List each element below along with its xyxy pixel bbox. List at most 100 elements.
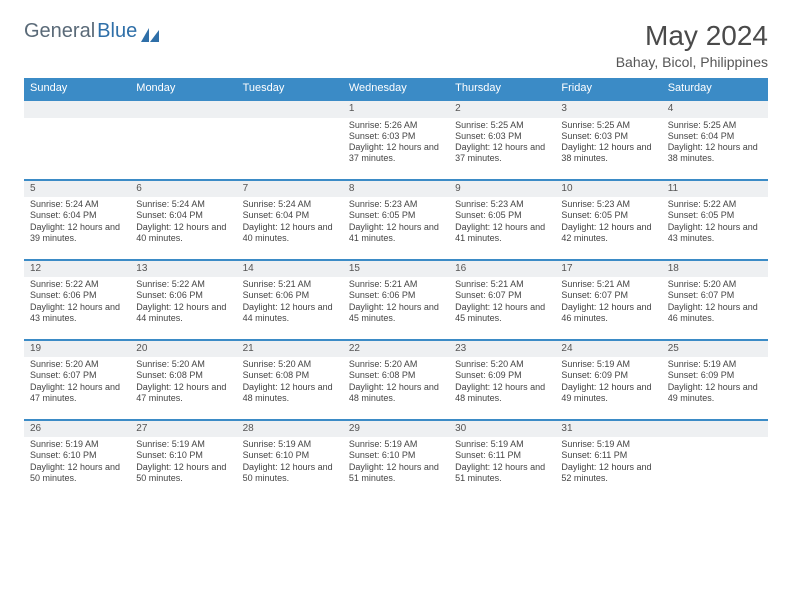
sunrise-line: Sunrise: 5:24 AM <box>243 199 337 210</box>
daylight-line: Daylight: 12 hours and 40 minutes. <box>136 222 230 245</box>
day-details: Sunrise: 5:22 AMSunset: 6:05 PMDaylight:… <box>662 197 768 248</box>
sunset-line: Sunset: 6:09 PM <box>561 370 655 381</box>
page-subtitle: Bahay, Bicol, Philippines <box>616 54 768 70</box>
daylight-line: Daylight: 12 hours and 39 minutes. <box>30 222 124 245</box>
sunrise-line: Sunrise: 5:19 AM <box>30 439 124 450</box>
sunset-line: Sunset: 6:04 PM <box>30 210 124 221</box>
sunset-line: Sunset: 6:04 PM <box>136 210 230 221</box>
calendar-cell: 8Sunrise: 5:23 AMSunset: 6:05 PMDaylight… <box>343 179 449 259</box>
daylight-line: Daylight: 12 hours and 50 minutes. <box>30 462 124 485</box>
daylight-line: Daylight: 12 hours and 48 minutes. <box>455 382 549 405</box>
sunrise-line: Sunrise: 5:19 AM <box>243 439 337 450</box>
day-number: 6 <box>130 180 236 198</box>
calendar-cell <box>24 99 130 179</box>
sunset-line: Sunset: 6:07 PM <box>30 370 124 381</box>
calendar-cell: 11Sunrise: 5:22 AMSunset: 6:05 PMDayligh… <box>662 179 768 259</box>
day-number: 16 <box>449 260 555 278</box>
day-number: 31 <box>555 420 661 438</box>
daylight-line: Daylight: 12 hours and 38 minutes. <box>561 142 655 165</box>
day-number: 18 <box>662 260 768 278</box>
day-number-empty <box>24 100 130 118</box>
day-number: 29 <box>343 420 449 438</box>
calendar-cell: 6Sunrise: 5:24 AMSunset: 6:04 PMDaylight… <box>130 179 236 259</box>
day-number: 28 <box>237 420 343 438</box>
sunrise-line: Sunrise: 5:22 AM <box>668 199 762 210</box>
daylight-line: Daylight: 12 hours and 49 minutes. <box>668 382 762 405</box>
calendar-row: 12Sunrise: 5:22 AMSunset: 6:06 PMDayligh… <box>24 259 768 339</box>
calendar-cell: 15Sunrise: 5:21 AMSunset: 6:06 PMDayligh… <box>343 259 449 339</box>
day-number: 9 <box>449 180 555 198</box>
sunset-line: Sunset: 6:06 PM <box>243 290 337 301</box>
day-details: Sunrise: 5:19 AMSunset: 6:09 PMDaylight:… <box>555 357 661 408</box>
sunrise-line: Sunrise: 5:20 AM <box>455 359 549 370</box>
day-number: 19 <box>24 340 130 358</box>
sunset-line: Sunset: 6:10 PM <box>136 450 230 461</box>
sunset-line: Sunset: 6:08 PM <box>136 370 230 381</box>
daylight-line: Daylight: 12 hours and 38 minutes. <box>668 142 762 165</box>
sunrise-line: Sunrise: 5:21 AM <box>455 279 549 290</box>
day-details: Sunrise: 5:19 AMSunset: 6:11 PMDaylight:… <box>555 437 661 488</box>
sunrise-line: Sunrise: 5:23 AM <box>455 199 549 210</box>
sunset-line: Sunset: 6:06 PM <box>30 290 124 301</box>
day-details: Sunrise: 5:24 AMSunset: 6:04 PMDaylight:… <box>130 197 236 248</box>
day-details: Sunrise: 5:19 AMSunset: 6:11 PMDaylight:… <box>449 437 555 488</box>
calendar-cell: 28Sunrise: 5:19 AMSunset: 6:10 PMDayligh… <box>237 419 343 499</box>
sunset-line: Sunset: 6:09 PM <box>668 370 762 381</box>
day-details: Sunrise: 5:19 AMSunset: 6:09 PMDaylight:… <box>662 357 768 408</box>
day-number: 8 <box>343 180 449 198</box>
weekday-header: Sunday <box>24 78 130 99</box>
calendar-cell: 3Sunrise: 5:25 AMSunset: 6:03 PMDaylight… <box>555 99 661 179</box>
logo: GeneralBlue <box>24 20 159 43</box>
logo-text-blue: Blue <box>97 20 137 43</box>
sunset-line: Sunset: 6:08 PM <box>243 370 337 381</box>
day-number: 24 <box>555 340 661 358</box>
calendar-cell: 30Sunrise: 5:19 AMSunset: 6:11 PMDayligh… <box>449 419 555 499</box>
calendar-cell: 21Sunrise: 5:20 AMSunset: 6:08 PMDayligh… <box>237 339 343 419</box>
day-details: Sunrise: 5:20 AMSunset: 6:08 PMDaylight:… <box>130 357 236 408</box>
sunset-line: Sunset: 6:11 PM <box>561 450 655 461</box>
calendar-cell: 29Sunrise: 5:19 AMSunset: 6:10 PMDayligh… <box>343 419 449 499</box>
sunrise-line: Sunrise: 5:22 AM <box>136 279 230 290</box>
weekday-header: Thursday <box>449 78 555 99</box>
sunrise-line: Sunrise: 5:20 AM <box>30 359 124 370</box>
calendar-row: 1Sunrise: 5:26 AMSunset: 6:03 PMDaylight… <box>24 99 768 179</box>
calendar-cell: 2Sunrise: 5:25 AMSunset: 6:03 PMDaylight… <box>449 99 555 179</box>
sunset-line: Sunset: 6:09 PM <box>455 370 549 381</box>
weekday-header: Wednesday <box>343 78 449 99</box>
day-details: Sunrise: 5:23 AMSunset: 6:05 PMDaylight:… <box>555 197 661 248</box>
sunrise-line: Sunrise: 5:23 AM <box>349 199 443 210</box>
calendar-cell: 22Sunrise: 5:20 AMSunset: 6:08 PMDayligh… <box>343 339 449 419</box>
daylight-line: Daylight: 12 hours and 41 minutes. <box>455 222 549 245</box>
sunrise-line: Sunrise: 5:26 AM <box>349 120 443 131</box>
calendar-cell: 20Sunrise: 5:20 AMSunset: 6:08 PMDayligh… <box>130 339 236 419</box>
daylight-line: Daylight: 12 hours and 51 minutes. <box>349 462 443 485</box>
daylight-line: Daylight: 12 hours and 37 minutes. <box>349 142 443 165</box>
day-number: 1 <box>343 100 449 118</box>
sunrise-line: Sunrise: 5:20 AM <box>243 359 337 370</box>
day-details: Sunrise: 5:20 AMSunset: 6:08 PMDaylight:… <box>237 357 343 408</box>
calendar-row: 19Sunrise: 5:20 AMSunset: 6:07 PMDayligh… <box>24 339 768 419</box>
weekday-header: Monday <box>130 78 236 99</box>
day-details: Sunrise: 5:20 AMSunset: 6:07 PMDaylight:… <box>24 357 130 408</box>
day-details: Sunrise: 5:19 AMSunset: 6:10 PMDaylight:… <box>130 437 236 488</box>
calendar-cell: 4Sunrise: 5:25 AMSunset: 6:04 PMDaylight… <box>662 99 768 179</box>
calendar-row: 26Sunrise: 5:19 AMSunset: 6:10 PMDayligh… <box>24 419 768 499</box>
day-details: Sunrise: 5:20 AMSunset: 6:07 PMDaylight:… <box>662 277 768 328</box>
day-number: 27 <box>130 420 236 438</box>
sunrise-line: Sunrise: 5:21 AM <box>243 279 337 290</box>
sunrise-line: Sunrise: 5:24 AM <box>136 199 230 210</box>
weekday-header: Tuesday <box>237 78 343 99</box>
daylight-line: Daylight: 12 hours and 51 minutes. <box>455 462 549 485</box>
sunrise-line: Sunrise: 5:20 AM <box>349 359 443 370</box>
sunset-line: Sunset: 6:06 PM <box>349 290 443 301</box>
calendar-cell: 27Sunrise: 5:19 AMSunset: 6:10 PMDayligh… <box>130 419 236 499</box>
day-details: Sunrise: 5:24 AMSunset: 6:04 PMDaylight:… <box>237 197 343 248</box>
day-details: Sunrise: 5:21 AMSunset: 6:07 PMDaylight:… <box>449 277 555 328</box>
sunset-line: Sunset: 6:03 PM <box>561 131 655 142</box>
day-details: Sunrise: 5:22 AMSunset: 6:06 PMDaylight:… <box>130 277 236 328</box>
calendar-cell: 13Sunrise: 5:22 AMSunset: 6:06 PMDayligh… <box>130 259 236 339</box>
day-number: 13 <box>130 260 236 278</box>
sunset-line: Sunset: 6:04 PM <box>243 210 337 221</box>
sunset-line: Sunset: 6:04 PM <box>668 131 762 142</box>
title-block: May 2024 Bahay, Bicol, Philippines <box>616 20 768 70</box>
